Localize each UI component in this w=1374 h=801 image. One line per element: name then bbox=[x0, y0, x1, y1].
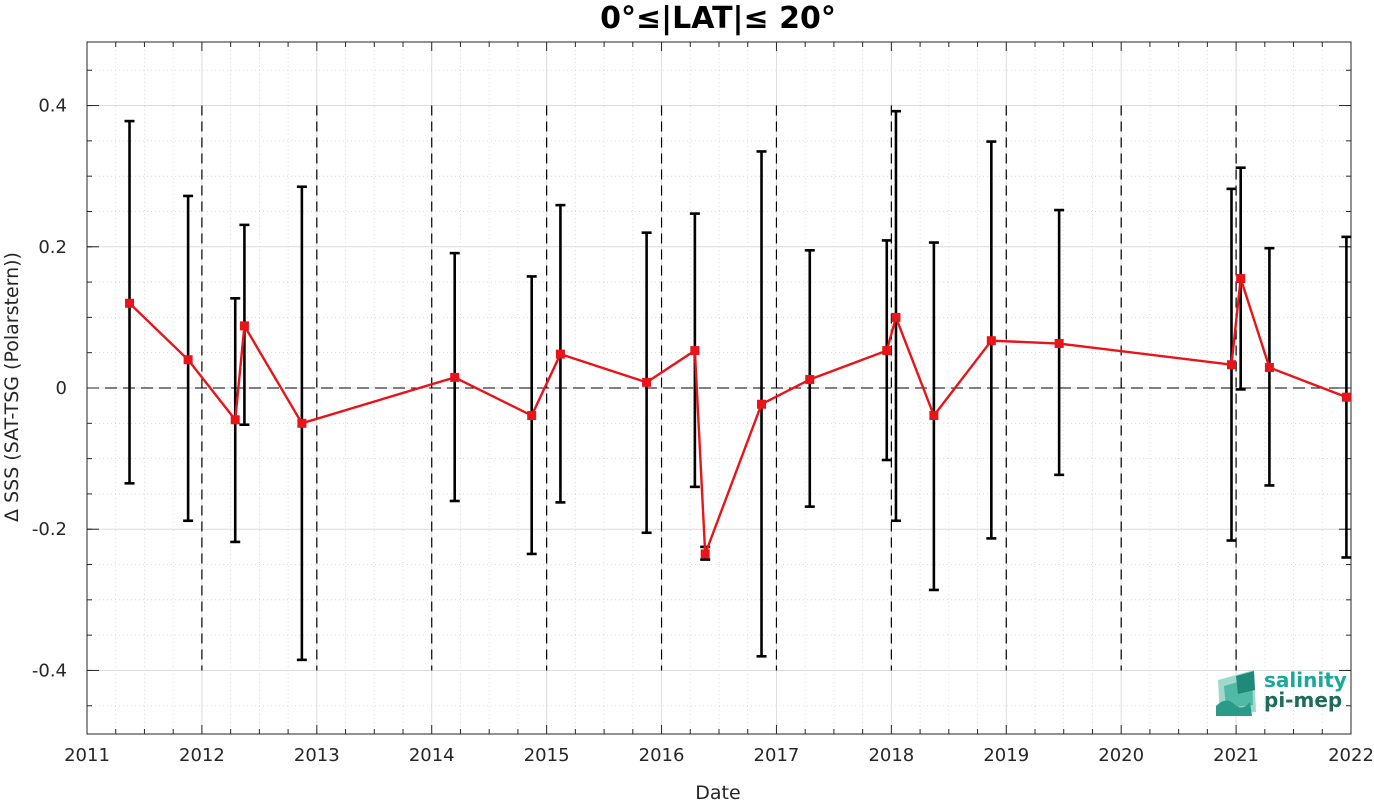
x-tick-label: 2011 bbox=[64, 745, 110, 766]
logo-line2: pi-mep bbox=[1264, 688, 1342, 712]
salinity-pi-mep-logo: salinity pi-mep bbox=[1216, 668, 1347, 716]
data-point-marker bbox=[450, 372, 460, 382]
y-tick-label: 0 bbox=[56, 378, 67, 399]
data-point-marker bbox=[239, 321, 249, 331]
data-point-marker bbox=[929, 411, 939, 421]
data-point-marker bbox=[555, 349, 565, 359]
x-tick-label: 2015 bbox=[524, 745, 570, 766]
data-point-marker bbox=[690, 346, 700, 356]
x-tick-label: 2012 bbox=[179, 745, 225, 766]
x-tick-label: 2018 bbox=[868, 745, 914, 766]
data-point-marker bbox=[642, 377, 652, 387]
data-point-marker bbox=[882, 346, 892, 356]
error-bars bbox=[124, 109, 1352, 662]
year-boundary-lines bbox=[201, 105, 1237, 671]
y-tick-label: 0.4 bbox=[38, 96, 67, 117]
x-axis-label: Date bbox=[695, 782, 740, 801]
chart-title: 0°≤|LAT|≤ 20° bbox=[600, 1, 836, 36]
x-tick-label: 2016 bbox=[639, 745, 685, 766]
x-tick-label: 2021 bbox=[1213, 745, 1259, 766]
data-point-marker bbox=[700, 549, 710, 559]
wave-icon bbox=[1216, 670, 1256, 716]
data-point-marker bbox=[805, 375, 815, 385]
y-axis-label: Δ SSS (SAT-TSG (Polarstern)) bbox=[1, 252, 23, 522]
data-point-marker bbox=[757, 399, 767, 409]
x-tick-label: 2017 bbox=[754, 745, 800, 766]
x-tick-label: 2014 bbox=[409, 745, 455, 766]
x-tick-label: 2020 bbox=[1098, 745, 1144, 766]
x-tick-labels: 2011 2012 2013 2014 2015 2016 2017 2018 2019 2020… bbox=[64, 745, 1374, 766]
data-point-marker bbox=[125, 298, 135, 308]
x-tick-label: 2013 bbox=[294, 745, 340, 766]
data-point-marker bbox=[527, 411, 537, 421]
axis-ticks bbox=[86, 42, 1352, 734]
data-point-marker bbox=[1236, 274, 1246, 284]
series-line bbox=[128, 278, 1347, 555]
data-point-marker bbox=[230, 415, 240, 425]
data-point-marker bbox=[183, 355, 193, 365]
x-tick-label: 2022 bbox=[1328, 745, 1374, 766]
data-point-marker bbox=[891, 312, 901, 322]
logo-line1: salinity bbox=[1264, 668, 1347, 692]
data-point-marker bbox=[297, 418, 307, 428]
y-tick-labels: -0.4 -0.2 0 0.2 0.4 bbox=[32, 96, 67, 682]
x-tick-label: 2019 bbox=[983, 745, 1029, 766]
data-point-marker bbox=[1054, 339, 1064, 349]
data-point-marker bbox=[1341, 392, 1351, 402]
series-markers bbox=[125, 274, 1351, 559]
data-point-marker bbox=[986, 336, 996, 346]
y-tick-label: -0.4 bbox=[32, 660, 67, 681]
data-point-marker bbox=[1264, 363, 1274, 373]
data-point-marker bbox=[1226, 360, 1236, 370]
y-tick-label: 0.2 bbox=[38, 237, 67, 258]
y-tick-label: -0.2 bbox=[32, 519, 67, 540]
